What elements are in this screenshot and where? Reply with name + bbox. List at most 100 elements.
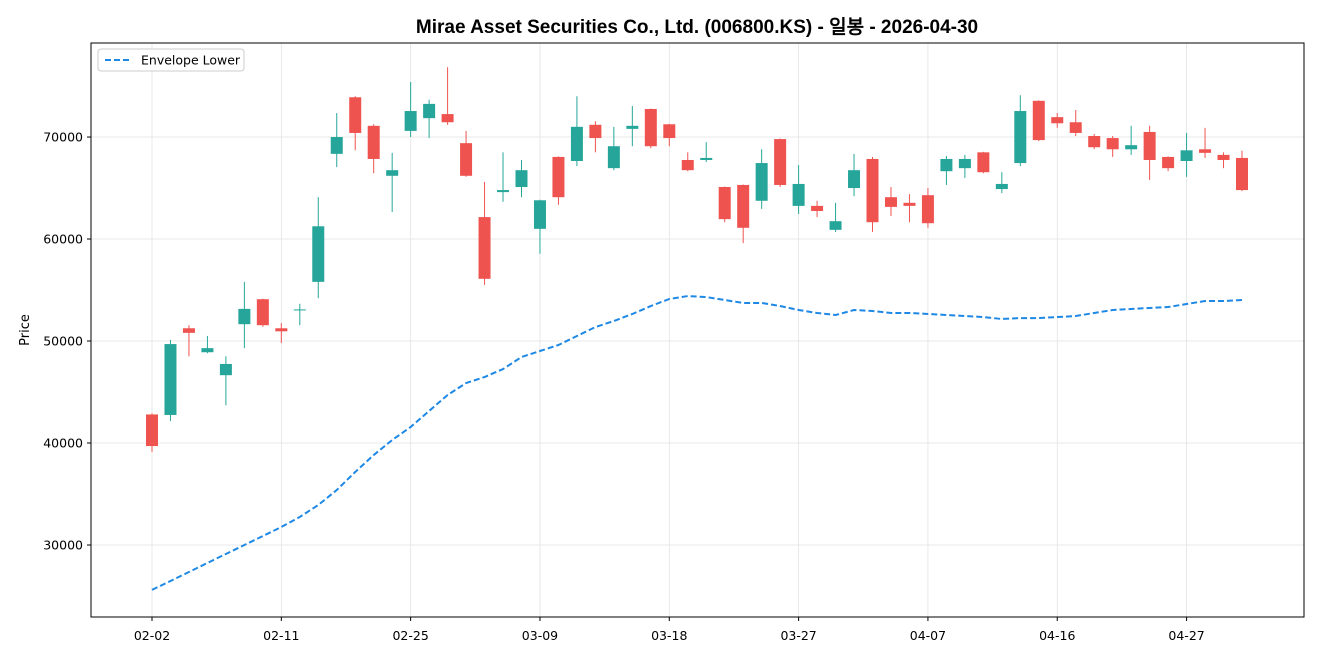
candle-body [164,344,177,415]
candle-02-04 [182,325,195,357]
grid-lines [91,43,1304,617]
candle-04-20 [1088,133,1101,150]
candle-02-10 [256,298,269,327]
candle-body [1069,122,1082,133]
candle-body [219,363,232,376]
candle-04-27 [1180,132,1193,177]
candle-body [903,202,916,206]
candle-04-23 [1143,125,1156,180]
candle-body [607,146,620,169]
candle-body [958,158,971,169]
y-tick-label: 40000 [43,436,83,451]
candle-03-12 [589,121,602,153]
candle-03-25 [755,149,768,209]
candle-body [1236,157,1248,191]
candle-body [884,197,897,207]
candle-body [238,308,251,325]
candle-03-17 [644,108,657,149]
candle-03-27 [792,165,805,215]
candle-04-29 [1217,152,1230,169]
candle-02-23 [367,124,380,174]
candle-body [404,111,417,131]
candle-body [1051,117,1064,124]
candle-02-24 [386,152,399,212]
legend: Envelope Lower [97,48,245,72]
x-tick-label: 03-09 [522,628,558,643]
legend-box [97,48,245,72]
candle-04-06 [903,194,916,223]
candle-body [275,328,288,332]
candle-body [367,125,380,159]
candle-03-16 [626,105,639,147]
candle-body [201,348,214,353]
candle-02-11 [275,323,288,344]
candle-03-19 [681,152,694,172]
candle-body [626,125,639,129]
candle-body [589,124,602,139]
candle-04-28 [1199,127,1212,158]
x-tick-label: 03-27 [780,628,816,643]
candle-body [515,170,528,188]
y-axis-label: Price [18,314,33,346]
candle-03-06 [515,159,528,198]
candle-04-08 [940,155,953,185]
x-tick-label: 04-16 [1039,628,1075,643]
candle-03-03 [460,130,473,177]
candle-03-09 [533,199,546,254]
candle-body [1125,145,1138,150]
candle-body [829,221,842,230]
y-axis: 30000 40000 50000 60000 70000 [43,130,91,552]
candles [146,67,1248,453]
candle-body [497,190,510,193]
candle-body [774,139,787,185]
candle-04-15 [1032,100,1045,142]
candle-body [460,143,473,176]
candle-body [1217,154,1230,160]
candle-04-22 [1125,125,1138,155]
candle-body [1106,138,1119,150]
candle-body [386,170,399,176]
candle-03-23 [718,186,731,223]
series-lines [151,295,1243,591]
candle-body [977,152,990,173]
x-tick-label: 04-27 [1168,628,1204,643]
candle-body [1143,131,1156,160]
plot-frame [90,42,1305,618]
candle-body [312,226,325,282]
candle-03-04 [478,181,491,285]
candle-02-13 [312,197,325,299]
candle-body [256,299,269,326]
candle-body [866,158,879,223]
candle-04-09 [958,154,971,178]
candle-body [1032,100,1045,141]
candle-body [1162,156,1175,169]
candle-04-01 [848,153,861,197]
y-tick-label: 60000 [43,232,83,247]
candle-03-18 [663,123,676,147]
candle-04-10 [977,151,990,174]
candle-02-19 [330,113,343,168]
y-tick-label: 30000 [43,537,83,552]
candle-body [792,183,805,206]
candle-03-10 [552,156,565,205]
candle-02-06 [219,356,232,406]
candle-body [1088,136,1101,148]
candle-04-13 [995,172,1008,194]
candle-04-16 [1051,113,1064,128]
candle-body [146,414,158,447]
candle-body [700,157,713,160]
envelope-lower-line [151,295,1243,591]
plot-background [91,43,1304,617]
x-tick-label: 03-18 [651,628,687,643]
candle-body [940,158,953,172]
candle-02-03 [164,339,177,422]
candle-body [848,170,861,189]
candle-body [349,97,362,133]
candle-03-31 [829,202,842,232]
x-tick-label: 02-02 [134,628,170,643]
candle-03-20 [700,142,713,163]
y-tick-label: 70000 [43,130,83,145]
x-tick-label: 02-25 [392,628,428,643]
candle-02-25 [404,81,417,138]
